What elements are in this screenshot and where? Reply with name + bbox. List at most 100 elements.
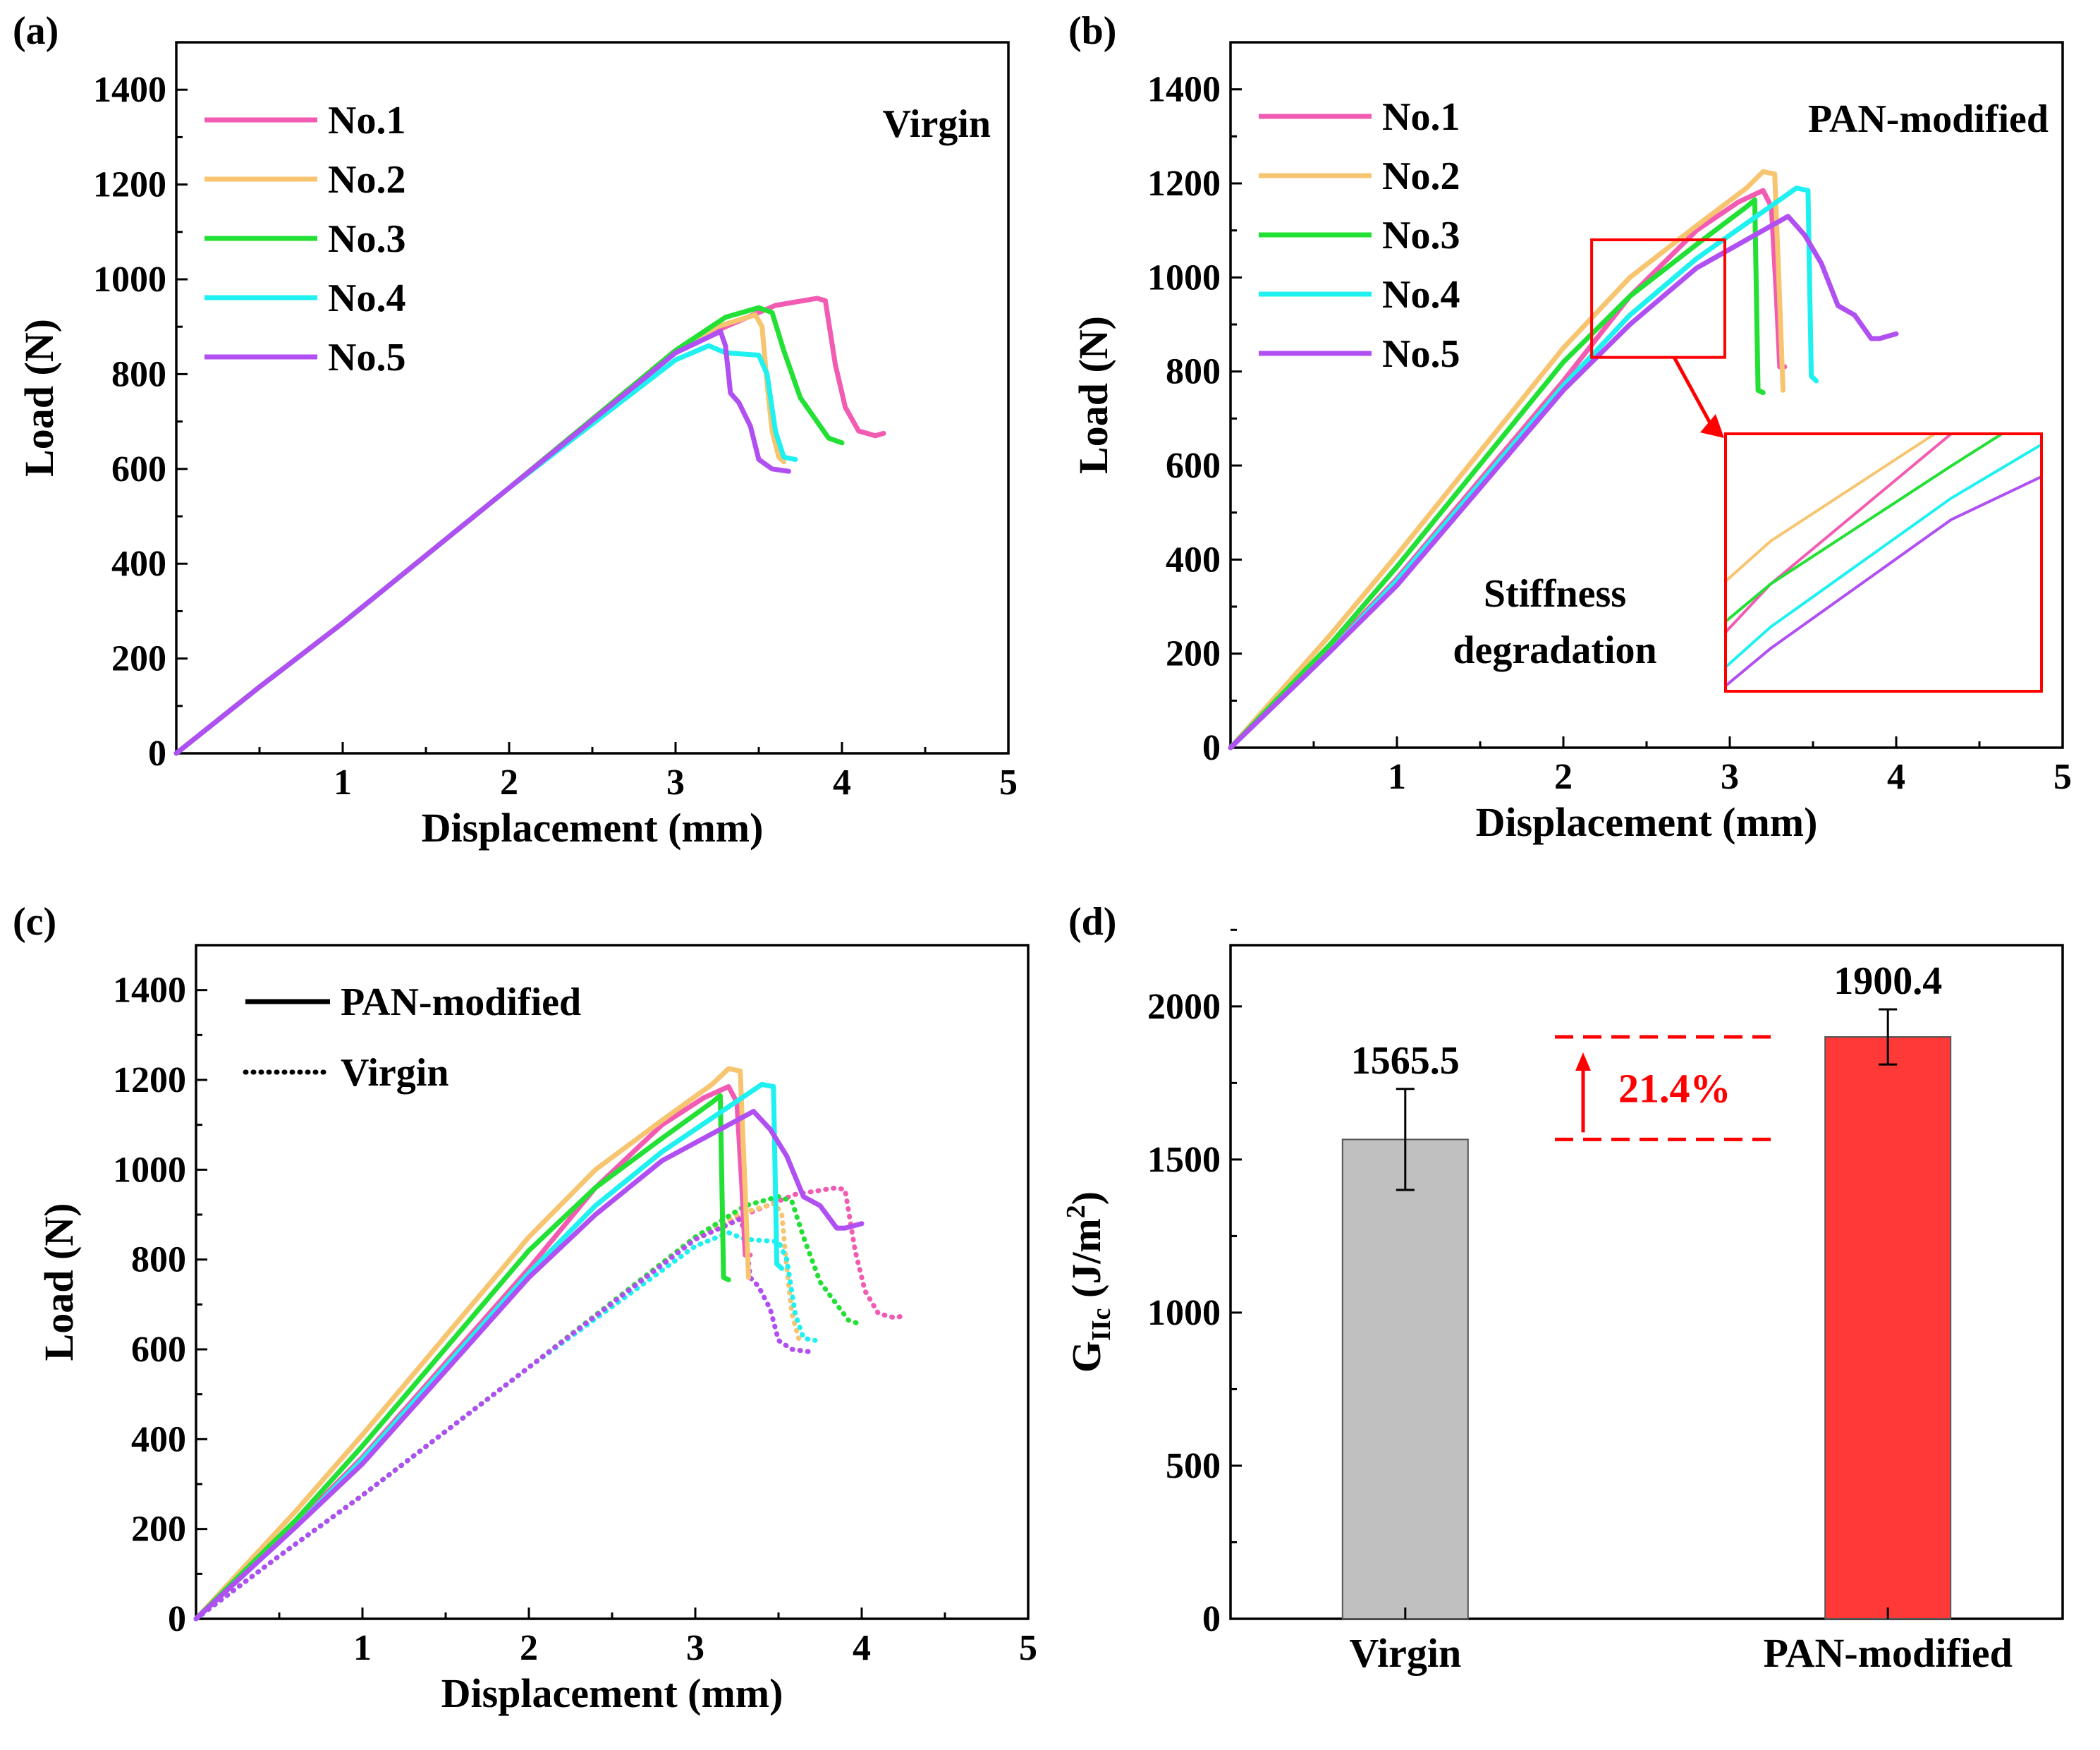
c-pan-series-no5	[193, 1109, 865, 1622]
b-inset-arrow-line	[1672, 356, 1715, 430]
panel-label-a: (a)	[13, 9, 59, 53]
c-legend-label-pan-modified: PAN-modified	[341, 980, 581, 1024]
c-ytick-label: 1200	[113, 1060, 186, 1100]
d-bar-pan-modified	[1824, 1036, 1952, 1620]
a-xtick-label: 4	[833, 762, 851, 803]
b-series-no2	[1228, 169, 1785, 751]
a-xtick-label: 2	[500, 762, 518, 803]
b-inset-arrow-head	[1700, 414, 1724, 438]
c-plot-frame	[195, 944, 1030, 1620]
b-ytick-label: 600	[1166, 446, 1221, 486]
d-category-label: PAN-modified	[1764, 1630, 2013, 1676]
panel-d-bar-chart: 0 500 1000 1500 2000 GIIc (J/m2) 1565.5 Virgin 1…	[1061, 928, 2064, 1676]
c-virgin-series-no4	[193, 1230, 818, 1622]
c-y-axis-label: Load (N)	[36, 1203, 82, 1361]
b-xtick-label: 5	[2053, 757, 2072, 797]
c-virgin-series-no3	[193, 1194, 865, 1622]
b-inset-series-no4	[1727, 444, 2040, 668]
d-value-label: 1565.5	[1351, 1039, 1460, 1083]
a-series-no2	[173, 312, 786, 756]
a-ytick-label: 1000	[93, 260, 166, 300]
c-xtick-label: 2	[520, 1628, 538, 1668]
c-legend-label-virgin: Virgin	[341, 1051, 448, 1095]
b-inset-curves	[1727, 435, 2040, 687]
c-ytick-label: 600	[131, 1330, 186, 1370]
a-xtick-label: 1	[334, 762, 352, 803]
c-xtick-label: 3	[686, 1628, 704, 1668]
b-ytick-label: 1000	[1147, 257, 1221, 298]
a-ytick-label: 600	[111, 449, 166, 490]
b-ytick-label: 800	[1166, 352, 1221, 392]
b-annotation-pan-modified: PAN-modified	[1808, 97, 2049, 141]
d-y-axis-label-unit: (J/m	[1063, 1218, 1109, 1308]
d-y-axis-label: GIIc (J/m2)	[1061, 1191, 1116, 1373]
d-y-axis-label-sup: 2	[1061, 1205, 1091, 1218]
b-series-no5	[1228, 214, 1899, 751]
b-x-axis-label: Displacement (mm)	[1476, 799, 1818, 845]
b-inset-annotation-line1: Stiffness	[1484, 572, 1626, 616]
d-increase-label: 21.4%	[1618, 1066, 1731, 1112]
c-ytick-label: 800	[131, 1240, 186, 1280]
c-ytick-label: 400	[131, 1419, 186, 1459]
a-ytick-label: 400	[111, 544, 166, 584]
b-legend-label: No.5	[1382, 332, 1460, 376]
c-ytick-label: 0	[168, 1599, 186, 1639]
a-annotation-virgin: Virgin	[883, 102, 991, 146]
c-x-axis-label: Displacement (mm)	[441, 1670, 783, 1716]
a-x-axis-label: Displacement (mm)	[422, 805, 764, 851]
b-ytick-label: 200	[1166, 634, 1221, 674]
c-ytick-label: 1400	[113, 971, 186, 1011]
a-series-no3	[173, 305, 845, 756]
b-y-axis-label: Load (N)	[1070, 316, 1116, 474]
c-xtick-label: 4	[853, 1628, 871, 1668]
a-series-no1	[173, 296, 886, 756]
b-xtick-label: 3	[1721, 757, 1739, 797]
panel-b-load-displacement-chart: 0 200 400 600 800 1000 1200 1400 1 2 3 4 5 Displaceme…	[1070, 41, 2072, 845]
a-ytick-label: 800	[111, 354, 166, 394]
b-legend-label: No.3	[1382, 214, 1460, 257]
b-legend-label: No.2	[1382, 154, 1460, 198]
a-ytick-label: 1200	[93, 165, 166, 205]
d-bar-virgin	[1341, 1138, 1469, 1620]
a-ytick-label: 0	[148, 734, 166, 774]
panel-label-c: (c)	[13, 900, 56, 944]
a-plot-frame	[175, 41, 1010, 755]
b-xtick-label: 2	[1554, 757, 1573, 797]
a-xtick-label: 5	[999, 762, 1018, 803]
c-virgin-series-no2	[193, 1201, 806, 1622]
d-ytick-label: 1000	[1147, 1293, 1221, 1333]
a-series-no4	[173, 343, 798, 756]
d-increase-arrow-head	[1575, 1052, 1591, 1071]
a-legend-label: No.4	[328, 277, 405, 320]
a-xtick-label: 3	[666, 762, 685, 803]
a-ytick-label: 1400	[93, 70, 166, 110]
b-zoom-region-box	[1590, 238, 1726, 359]
d-value-label: 1900.4	[1833, 959, 1942, 1003]
d-plot-frame	[1229, 944, 2064, 1620]
b-series-no3	[1228, 197, 1766, 751]
b-xtick-label: 4	[1887, 757, 1905, 797]
b-legend-label: No.4	[1382, 273, 1460, 317]
d-ytick-label: 500	[1166, 1446, 1221, 1486]
b-ytick-label: 0	[1202, 728, 1221, 768]
b-inset-series-no3	[1727, 435, 2003, 623]
a-legend-label: No.3	[328, 217, 405, 261]
b-ytick-label: 1400	[1147, 70, 1221, 110]
a-legend-label: No.1	[328, 99, 405, 142]
c-ytick-label: 200	[131, 1509, 186, 1550]
d-category-label: Virgin	[1349, 1630, 1461, 1676]
d-ytick-label: 1500	[1147, 1140, 1221, 1180]
a-series-no5	[173, 329, 791, 756]
c-xtick-label: 1	[353, 1628, 372, 1668]
a-ytick-label: 200	[111, 639, 166, 679]
panel-label-d: (d)	[1068, 900, 1116, 944]
a-legend-label: No.5	[328, 336, 405, 379]
d-ytick-label: 2000	[1147, 987, 1221, 1027]
b-ytick-label: 400	[1166, 540, 1221, 580]
c-pan-series-no3	[193, 1093, 731, 1622]
a-legend-label: No.2	[328, 158, 405, 202]
b-inset-annotation-line2: degradation	[1453, 628, 1656, 672]
d-y-axis-label-main: G	[1063, 1341, 1109, 1373]
d-y-axis-label-sub: IIc	[1087, 1308, 1116, 1341]
